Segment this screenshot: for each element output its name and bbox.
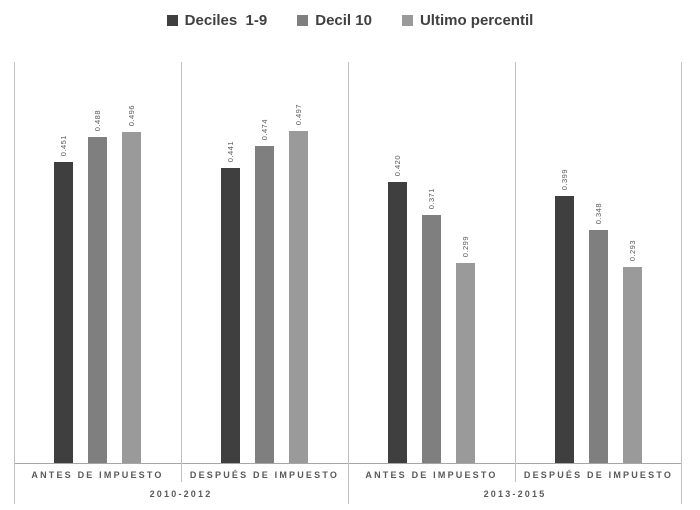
chart-legend: Deciles 1-9 Decil 10 Ultimo percentil: [0, 12, 700, 29]
category-separator-line: [681, 62, 682, 463]
legend-item-1[interactable]: Decil 10: [297, 12, 372, 29]
plot-area: 0.451 0.488 0.496 0.441 0.474 0.497 0.420 0.371…: [14, 62, 682, 463]
bar-antes-de-impuesto-series0[interactable]: [54, 162, 73, 463]
bar-value-label: 0.488: [93, 109, 102, 131]
bar-despu-s-de-impuesto-series2[interactable]: [623, 267, 642, 463]
bar-value-label: 0.496: [127, 104, 136, 126]
category-separator-line: [348, 62, 349, 463]
bar-despu-s-de-impuesto-series1[interactable]: [589, 230, 608, 463]
bar-antes-de-impuesto-series2[interactable]: [122, 132, 141, 463]
category-label-1: DESPUÉS DE IMPUESTO: [189, 469, 340, 480]
bar-value-label: 0.293: [628, 239, 637, 261]
legend-label: Decil 10: [315, 12, 372, 29]
bar-despu-s-de-impuesto-series0[interactable]: [555, 196, 574, 463]
category-group-labels: 2010-2012 2013-2015: [14, 485, 682, 502]
bar-value-label: 0.348: [594, 202, 603, 224]
category-group-label-1: 2013-2015: [483, 488, 547, 499]
category-separator-line: [181, 62, 182, 463]
legend-swatch-icon: [297, 15, 309, 26]
bar-antes-de-impuesto-series0[interactable]: [388, 182, 407, 463]
axis-tick: [515, 463, 516, 482]
bar-value-label: 0.451: [59, 134, 68, 156]
bar-value-label: 0.399: [560, 168, 569, 190]
bar-value-label: 0.497: [294, 103, 303, 125]
axis-tick: [681, 463, 682, 504]
category-separator-line: [515, 62, 516, 463]
bar-antes-de-impuesto-series1[interactable]: [422, 215, 441, 463]
legend-item-0[interactable]: Deciles 1-9: [166, 12, 268, 29]
bar-value-label: 0.474: [260, 118, 269, 140]
legend-label: Deciles 1-9: [184, 12, 268, 29]
category-label-2: ANTES DE IMPUESTO: [365, 469, 498, 480]
bar-value-label: 0.420: [393, 154, 402, 176]
category-axis-labels: ANTES DE IMPUESTO DESPUÉS DE IMPUESTO ANTE…: [14, 466, 682, 483]
bar-value-label: 0.299: [461, 235, 470, 257]
category-label-3: DESPUÉS DE IMPUESTO: [523, 469, 674, 480]
axis-tick: [348, 463, 349, 504]
legend-item-2[interactable]: Ultimo percentil: [401, 12, 534, 29]
category-separator-line: [14, 62, 15, 463]
category-label-0: ANTES DE IMPUESTO: [31, 469, 164, 480]
legend-swatch-icon: [401, 15, 413, 26]
axis-tick: [14, 463, 15, 504]
bar-antes-de-impuesto-series1[interactable]: [88, 137, 107, 463]
bar-despu-s-de-impuesto-series1[interactable]: [255, 146, 274, 463]
axis-tick: [181, 463, 182, 482]
legend-swatch-icon: [166, 15, 178, 26]
legend-label: Ultimo percentil: [419, 12, 534, 29]
bar-antes-de-impuesto-series2[interactable]: [456, 263, 475, 463]
bar-value-label: 0.371: [427, 187, 436, 209]
bar-despu-s-de-impuesto-series0[interactable]: [221, 168, 240, 463]
category-group-label-0: 2010-2012: [149, 488, 213, 499]
bar-despu-s-de-impuesto-series2[interactable]: [289, 131, 308, 463]
bar-value-label: 0.441: [226, 140, 235, 162]
